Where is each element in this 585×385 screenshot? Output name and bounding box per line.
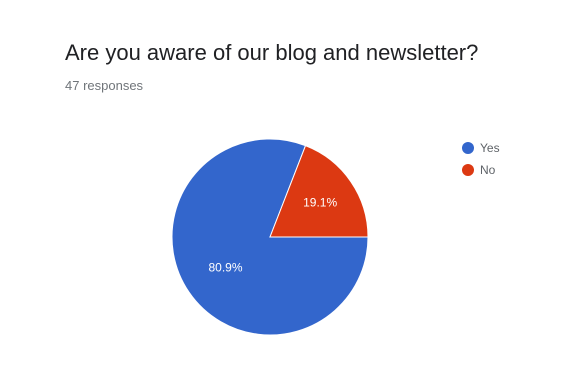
legend-label: Yes (480, 141, 500, 155)
legend-swatch-icon (462, 142, 474, 154)
legend-swatch-icon (462, 164, 474, 176)
chart-legend: Yes No (462, 138, 500, 182)
slice-label-no: 19.1% (303, 196, 337, 210)
legend-item-yes[interactable]: Yes (462, 138, 500, 158)
legend-item-no[interactable]: No (462, 160, 500, 180)
question-title: Are you aware of our blog and newsletter… (65, 40, 479, 65)
slice-label-yes: 80.9% (209, 260, 243, 274)
legend-label: No (480, 163, 496, 177)
response-count: 47 responses (65, 78, 144, 93)
pie-slice-no[interactable] (269, 145, 369, 238)
